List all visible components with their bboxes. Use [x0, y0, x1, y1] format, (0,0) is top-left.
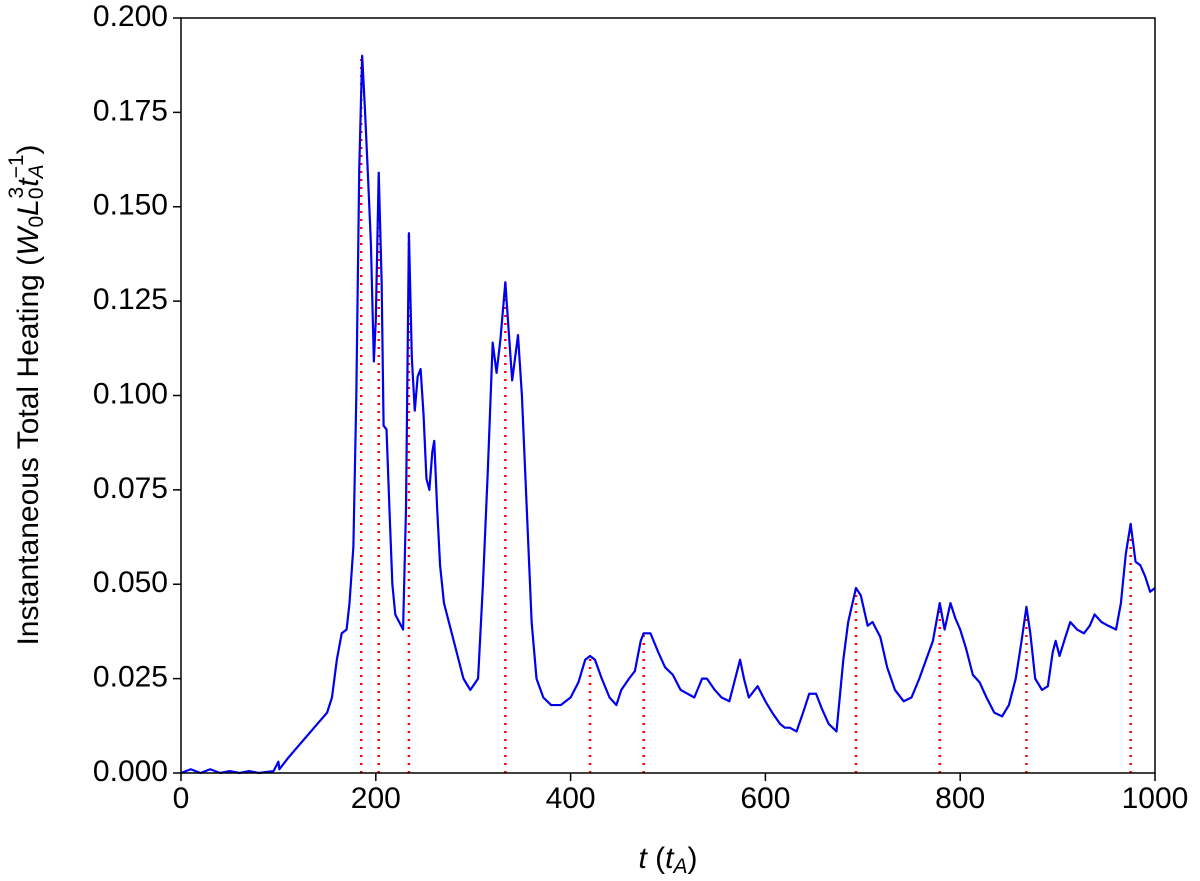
x-label-part: t: [665, 842, 675, 875]
x-label-part: t: [638, 842, 648, 875]
y-tick-label: 0.050: [93, 566, 168, 599]
x-tick-label: 200: [351, 782, 401, 815]
y-label-part: 0: [25, 216, 48, 228]
y-tick-label: 0.175: [93, 94, 168, 127]
x-tick-label: 1000: [1122, 782, 1189, 815]
y-label-part: −1: [5, 154, 28, 178]
y-tick-label: 0.100: [93, 377, 168, 410]
y-label-part: ): [12, 144, 45, 154]
y-label-part: 0: [25, 187, 48, 199]
data-line: [180, 54, 1156, 775]
x-axis-label: t (tA): [638, 842, 697, 878]
y-label-part: t: [12, 177, 45, 187]
y-tick-label: 0.150: [93, 189, 168, 222]
y-tick-label: 0.025: [93, 661, 168, 694]
y-label-part: W: [12, 225, 45, 256]
y-tick-label: 0.075: [93, 472, 168, 505]
y-tick-label: 0.200: [93, 0, 168, 33]
x-tick-label: 800: [935, 782, 985, 815]
y-tick-label: 0.000: [93, 755, 168, 788]
y-tick-label: 0.125: [93, 283, 168, 316]
x-tick-label: 600: [740, 782, 790, 815]
y-label-part: A: [25, 164, 48, 180]
x-label-part: A: [672, 855, 688, 878]
y-label-part: L: [12, 199, 45, 216]
plot-frame: [180, 17, 1156, 774]
x-label-part: (: [647, 842, 665, 875]
y-axis-label: Instantaneous Total Heating (W0L03tA−1): [5, 144, 48, 645]
y-label-part: Instantaneous Total Heating (: [12, 256, 45, 646]
x-tick-label: 400: [546, 782, 596, 815]
x-label-part: ): [688, 842, 698, 875]
x-tick-label: 0: [173, 782, 190, 815]
y-label-part: 3: [5, 187, 28, 199]
